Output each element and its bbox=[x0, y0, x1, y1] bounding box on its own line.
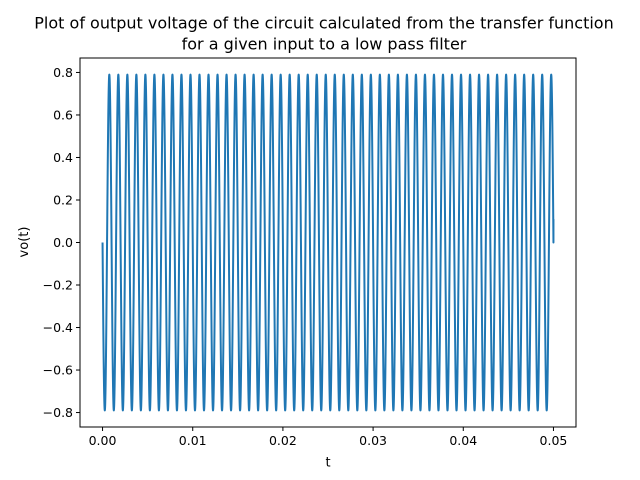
y-tick-label: −0.8 bbox=[43, 405, 73, 420]
x-tick-label: 0.05 bbox=[540, 433, 568, 448]
x-tick-label: 0.02 bbox=[269, 433, 297, 448]
y-tick-label: −0.6 bbox=[43, 363, 73, 378]
x-tick-label: 0.00 bbox=[89, 433, 117, 448]
x-tick-label: 0.03 bbox=[359, 433, 387, 448]
x-tick-label: 0.04 bbox=[449, 433, 477, 448]
series-line-0 bbox=[101, 73, 555, 412]
y-tick-label: −0.2 bbox=[43, 278, 73, 293]
x-tick-label: 0.01 bbox=[179, 433, 207, 448]
chart-title-line-2: for a given input to a low pass filter bbox=[182, 35, 467, 54]
y-tick-label: 0.8 bbox=[53, 65, 73, 80]
y-tick-label: 0.2 bbox=[53, 192, 73, 207]
chart-title-line-1: Plot of output voltage of the circuit ca… bbox=[34, 14, 613, 33]
plot-area: 0.00 0.01 0.02 0.03 0.04 0.05 −0.8 −0.6 −0.4 −0.2… bbox=[43, 57, 577, 448]
y-tick-label: −0.4 bbox=[43, 320, 73, 335]
y-tick-label: 0.0 bbox=[53, 235, 73, 250]
y-axis-label: vo(t) bbox=[17, 227, 32, 258]
x-axis-label: t bbox=[325, 456, 330, 471]
y-tick-label: 0.6 bbox=[53, 107, 73, 122]
y-tick-label: 0.4 bbox=[53, 150, 73, 165]
